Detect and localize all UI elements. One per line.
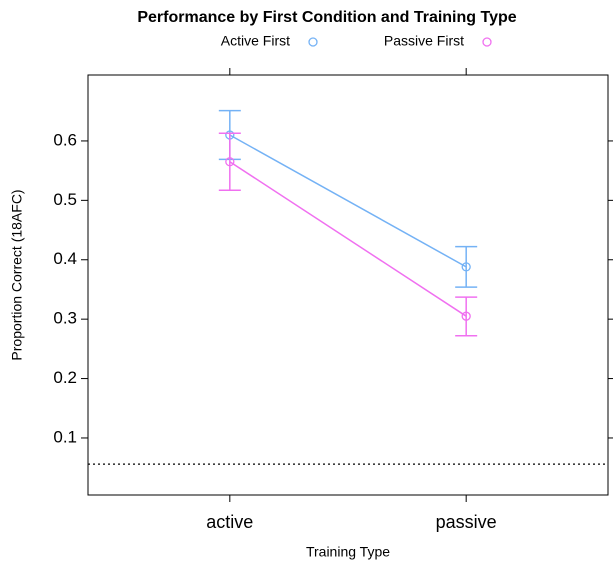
y-tick-label: 0.1 bbox=[53, 427, 77, 446]
legend-marker bbox=[482, 37, 492, 47]
legend-label: Passive First bbox=[384, 33, 464, 49]
legend-label: Active First bbox=[221, 33, 290, 49]
y-tick-label: 0.3 bbox=[53, 309, 77, 328]
plot-frame bbox=[87, 74, 609, 496]
series-line bbox=[229, 134, 467, 268]
x-tick-label: passive bbox=[436, 512, 497, 532]
y-tick-label: 0.2 bbox=[53, 368, 77, 387]
point bbox=[461, 311, 471, 321]
x-axis-label: Training Type bbox=[306, 544, 390, 560]
chart-title: Performance by First Condition and Train… bbox=[137, 9, 516, 26]
point bbox=[461, 262, 471, 272]
x-tick-label: active bbox=[206, 512, 253, 532]
y-tick-label: 0.4 bbox=[53, 249, 77, 268]
y-axis-label: Proportion Correct (18AFC) bbox=[9, 189, 25, 360]
legend-marker bbox=[308, 37, 318, 47]
point bbox=[225, 157, 235, 167]
y-tick-label: 0.6 bbox=[53, 130, 77, 149]
series-line bbox=[229, 161, 467, 317]
legend: Active First Passive First bbox=[221, 33, 492, 49]
y-tick-label: 0.5 bbox=[53, 190, 77, 209]
